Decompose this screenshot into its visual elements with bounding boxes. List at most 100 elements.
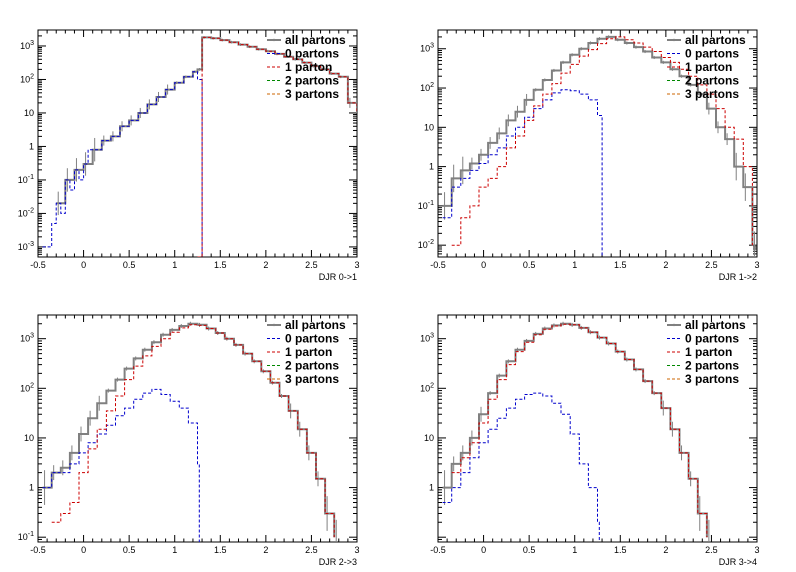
x-tick-label: 2.5 <box>705 260 718 270</box>
x-tick-label: 2.5 <box>705 545 718 555</box>
legend-entry: 1 parton <box>685 60 732 74</box>
y-tick-label: 10-2 <box>418 239 434 250</box>
y-tick-label: 102 <box>420 382 434 393</box>
x-tick-label: 3 <box>354 545 359 555</box>
legend-entry: 3 partons <box>285 372 339 386</box>
x-tick-label: 1 <box>572 260 577 270</box>
legend-entry: 3 partons <box>285 87 339 101</box>
legend-entry: 3 partons <box>685 87 739 101</box>
legend-entry: 2 partons <box>285 359 339 373</box>
x-tick-label: 3 <box>754 260 759 270</box>
legend-entry: all partons <box>285 318 346 332</box>
x-tick-label: 2 <box>663 260 668 270</box>
legend-entry: all partons <box>285 33 346 47</box>
y-tick-label: 10 <box>24 433 34 443</box>
x-tick-label: 0 <box>481 545 486 555</box>
x-tick-label: 0.5 <box>123 260 136 270</box>
x-tick-label: 1.5 <box>614 260 627 270</box>
legend-entry: all partons <box>685 318 746 332</box>
x-tick-label: 1.5 <box>214 545 227 555</box>
y-tick-label: 102 <box>420 82 434 93</box>
x-tick-label: 2 <box>263 545 268 555</box>
y-tick-label: 1 <box>429 162 434 172</box>
x-axis-label: DJR 0->1 <box>319 272 357 282</box>
x-tick-label: 1.5 <box>214 260 227 270</box>
x-tick-label: -0.5 <box>30 545 46 555</box>
legend-entry: 1 parton <box>285 60 332 74</box>
legend-entry: 2 partons <box>685 74 739 88</box>
x-tick-label: 0.5 <box>523 545 536 555</box>
x-tick-label: 3 <box>754 545 759 555</box>
x-tick-label: 0 <box>81 545 86 555</box>
legend-marker <box>272 38 276 42</box>
x-tick-label: 1.5 <box>614 545 627 555</box>
x-tick-label: -0.5 <box>430 545 446 555</box>
legend-marker <box>672 38 676 42</box>
x-axis-label: DJR 1->2 <box>719 272 757 282</box>
y-tick-label: 10 <box>24 108 34 118</box>
y-tick-label: 103 <box>420 43 434 54</box>
x-tick-label: 0.5 <box>123 545 136 555</box>
legend-marker <box>672 323 676 327</box>
x-tick-label: 2.5 <box>305 545 318 555</box>
y-tick-label: 1 <box>429 483 434 493</box>
legend-entry: 0 partons <box>285 332 339 346</box>
y-tick-label: 10-3 <box>18 241 34 252</box>
series-line-1-parton <box>451 323 708 538</box>
x-tick-label: 2 <box>263 260 268 270</box>
chart-panel-4: -0.5 0 0.5 1 1.5 2 2.5 3 1 10 102 103 DJR 3->4 all pa… <box>420 314 760 567</box>
series-line-1-parton <box>197 36 357 257</box>
x-tick-label: 1 <box>172 545 177 555</box>
plot-frame <box>437 29 758 258</box>
series-line-0-partons <box>442 392 600 542</box>
y-tick-label: 10-1 <box>18 531 34 542</box>
x-tick-label: 2 <box>663 545 668 555</box>
series-line-all-partons <box>442 322 708 538</box>
legend-entry: 0 partons <box>685 47 739 61</box>
y-tick-label: 10-2 <box>18 207 34 218</box>
legend-entry: 3 partons <box>685 372 739 386</box>
plot-frame <box>437 314 758 543</box>
y-tick-label: 10 <box>424 122 434 132</box>
x-tick-label: 3 <box>354 260 359 270</box>
y-tick-label: 102 <box>20 382 34 393</box>
chart-panel-2: -0.5 0 0.5 1 1.5 2 2.5 3 10-2 10-1 1 10 102 103 DJR 1-… <box>418 29 760 282</box>
legend-entry: 2 partons <box>685 359 739 373</box>
series-line-0-partons <box>442 89 603 257</box>
x-tick-label: 0.5 <box>523 260 536 270</box>
x-axis-label: DJR 3->4 <box>719 557 757 567</box>
x-axis-label: DJR 2->3 <box>319 557 357 567</box>
x-tick-label: 1 <box>172 260 177 270</box>
x-tick-label: 0 <box>81 260 86 270</box>
legend-entry: 1 parton <box>685 345 732 359</box>
series-line-1-parton <box>51 324 335 538</box>
legend-entry: 2 partons <box>285 74 339 88</box>
series-line-0-partons <box>42 71 203 257</box>
x-tick-label: 0 <box>481 260 486 270</box>
y-tick-label: 1 <box>29 483 34 493</box>
legend-entry: 0 partons <box>285 47 339 61</box>
x-tick-label: 2.5 <box>305 260 318 270</box>
y-tick-label: 10-1 <box>418 200 434 211</box>
x-tick-label: -0.5 <box>430 260 446 270</box>
y-tick-label: 103 <box>420 333 434 344</box>
x-tick-label: -0.5 <box>30 260 46 270</box>
x-tick-label: 1 <box>572 545 577 555</box>
chart-panel-3: -0.5 0 0.5 1 1.5 2 2.5 3 10-1 1 10 102 103 DJR 2->3 al… <box>18 314 360 567</box>
legend-entry: all partons <box>685 33 746 47</box>
y-tick-label: 102 <box>20 73 34 84</box>
legend-marker <box>272 323 276 327</box>
y-tick-label: 1 <box>29 141 34 151</box>
y-tick-label: 103 <box>20 333 34 344</box>
plot-frame <box>37 314 358 543</box>
series-line-all-partons <box>442 35 754 246</box>
y-tick-label: 103 <box>20 40 34 51</box>
legend-entry: 0 partons <box>685 332 739 346</box>
legend-entry: 1 parton <box>285 345 332 359</box>
chart-panel-1: -0.5 0 0.5 1 1.5 2 2.5 3 10-3 10-2 10-1 1 10 102 103 DJ… <box>18 29 360 282</box>
y-tick-label: 10 <box>424 433 434 443</box>
series-line-0-partons <box>42 388 200 542</box>
y-tick-label: 10-1 <box>18 174 34 185</box>
series-line-1-parton <box>451 36 753 246</box>
